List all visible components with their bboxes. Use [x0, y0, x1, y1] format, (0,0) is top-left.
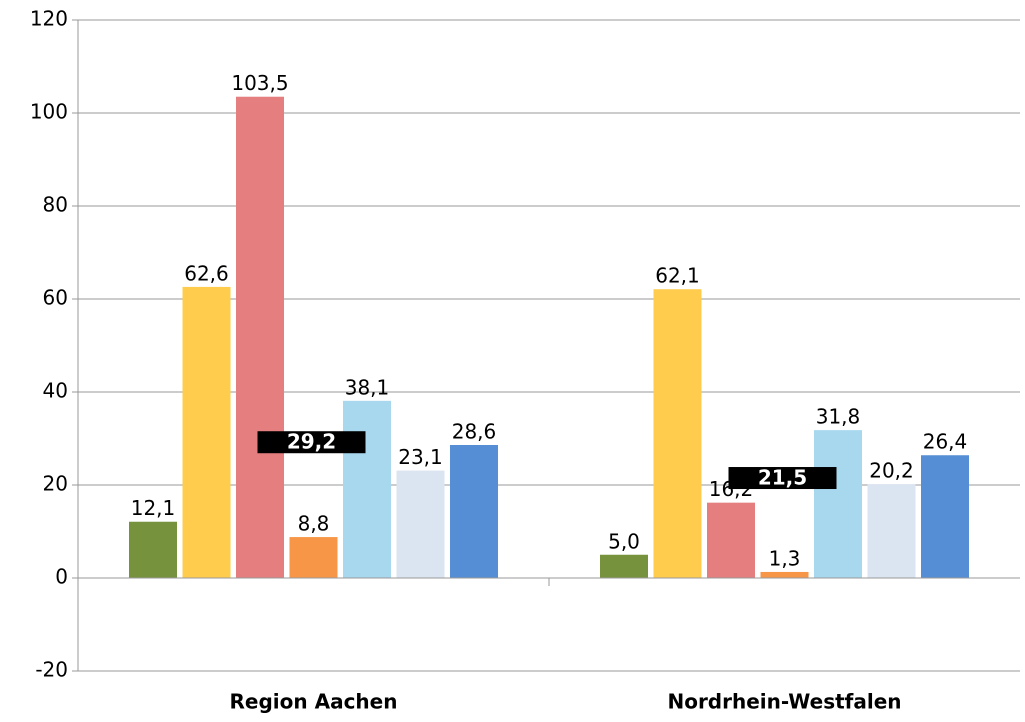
value-label: 8,8: [298, 512, 330, 536]
y-tick-label: 60: [43, 286, 68, 310]
value-label: 12,1: [131, 496, 176, 520]
value-label: 26,4: [923, 430, 968, 454]
value-label: 1,3: [769, 546, 801, 570]
value-label: 103,5: [231, 71, 288, 95]
x-tick-label: Nordrhein-Westfalen: [667, 690, 901, 714]
y-tick-label: 20: [43, 472, 68, 496]
y-tick-label: 40: [43, 379, 68, 403]
y-tick-label: 120: [30, 7, 68, 31]
average-label: 21,5: [758, 466, 807, 490]
value-label: 62,1: [655, 264, 700, 288]
value-label: 20,2: [869, 459, 914, 483]
bar: [867, 484, 916, 578]
bar: [182, 286, 231, 578]
average-marker: [728, 467, 837, 490]
value-label: 23,1: [398, 445, 443, 469]
bar: [129, 521, 177, 578]
bar: [289, 537, 338, 578]
bar: [236, 96, 284, 578]
bar: [396, 470, 445, 578]
y-tick-label: 80: [43, 193, 68, 217]
bar: [760, 571, 809, 578]
bar: [707, 502, 755, 578]
bar: [600, 554, 648, 578]
y-tick-label: -20: [35, 658, 68, 682]
bar: [343, 400, 391, 578]
average-label: 29,2: [287, 430, 336, 454]
average-marker: [257, 431, 366, 454]
bar: [921, 455, 969, 578]
y-tick-label: 100: [30, 100, 68, 124]
bar: [814, 430, 862, 578]
value-label: 62,6: [184, 261, 229, 285]
bar: [653, 289, 702, 578]
value-label: 31,8: [816, 405, 861, 429]
value-label: 38,1: [345, 375, 390, 399]
value-label: 5,0: [608, 529, 640, 553]
x-tick-label: Region Aachen: [230, 690, 398, 714]
bar: [450, 445, 498, 578]
value-label: 28,6: [452, 420, 497, 444]
y-tick-label: 0: [55, 565, 68, 589]
